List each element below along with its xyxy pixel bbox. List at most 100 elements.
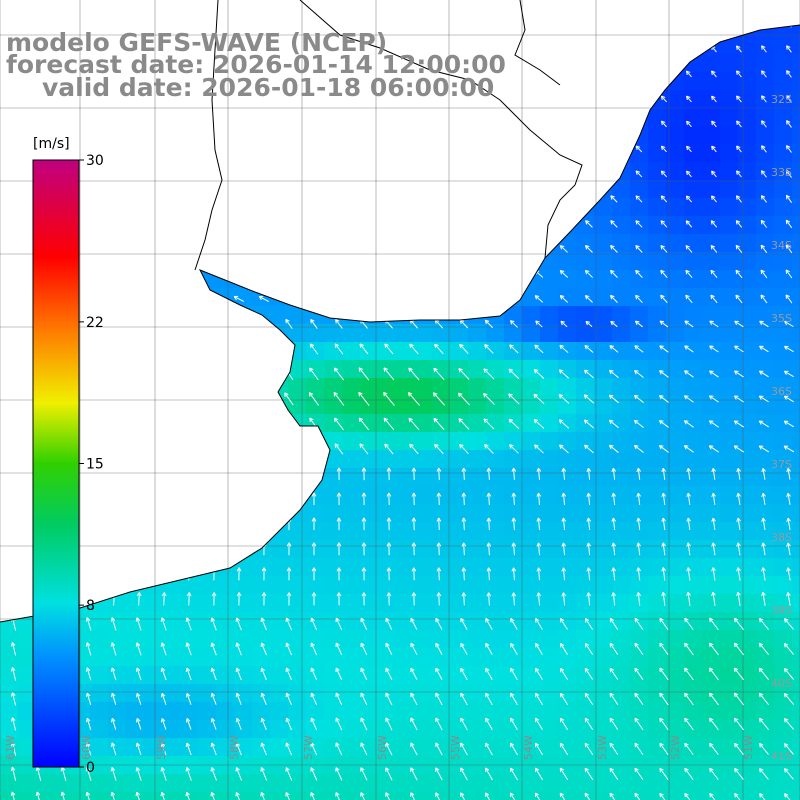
wind-arrow: [484, 245, 494, 253]
wind-arrow: [786, 145, 792, 153]
wind-arrow: [560, 145, 568, 153]
wind-arrow: [584, 269, 593, 278]
wind-arrow: [309, 245, 319, 253]
wind-arrow: [660, 220, 668, 228]
wind-arrow: [585, 95, 593, 103]
wind-arrow: [685, 45, 692, 53]
wind-arrow: [510, 717, 518, 731]
wind-arrow: [460, 792, 468, 800]
wind-arrow: [159, 146, 169, 152]
wind-arrow: [435, 617, 443, 630]
wind-arrow: [685, 220, 693, 228]
wind-arrow: [409, 220, 419, 228]
wind-arrow: [210, 368, 218, 380]
wind-arrow: [486, 467, 492, 481]
wind-arrow: [108, 246, 120, 252]
lat-label: 32S: [771, 93, 792, 106]
wind-arrow: [186, 467, 192, 481]
wind-arrow: [111, 542, 117, 556]
wind-arrow: [111, 467, 117, 481]
wind-arrow: [310, 667, 318, 681]
wind-arrow: [160, 642, 167, 656]
wind-arrow: [561, 467, 567, 480]
wind-arrow: [560, 95, 568, 103]
wind-arrow: [708, 642, 719, 656]
wind-arrow: [510, 320, 518, 328]
wind-arrow: [561, 542, 567, 556]
wind-arrow: [210, 692, 217, 705]
wind-arrow: [235, 343, 243, 355]
wind-arrow: [785, 244, 793, 254]
wind-arrow: [635, 220, 643, 228]
wind-arrow: [609, 742, 619, 756]
wind-arrow: [735, 269, 743, 279]
lon-label: 57W: [302, 735, 315, 760]
wind-arrow: [733, 642, 744, 656]
wind-arrow: [284, 25, 294, 27]
wind-arrow: [336, 517, 342, 531]
wind-arrow: [134, 146, 144, 152]
wind-arrow: [484, 319, 494, 329]
wind-arrow: [11, 542, 17, 556]
wind-arrow: [509, 344, 519, 354]
wind-arrow: [484, 195, 494, 203]
wind-arrow: [484, 145, 493, 153]
wind-arrow: [783, 445, 795, 453]
wind-arrow: [384, 295, 394, 303]
wind-arrow: [135, 393, 143, 405]
wind-arrow: [110, 617, 117, 631]
wind-arrow: [410, 692, 418, 706]
wind-arrow: [783, 420, 795, 428]
lon-label: 53W: [596, 735, 609, 760]
wind-arrow: [686, 25, 692, 28]
wind-arrow: [261, 467, 267, 481]
wind-arrow: [611, 542, 617, 556]
wind-arrow: [660, 170, 668, 178]
wind-arrow: [533, 369, 545, 379]
wind-arrow: [734, 793, 744, 800]
wind-arrow: [85, 717, 92, 730]
wind-arrow: [409, 195, 419, 203]
wind-arrow: [336, 542, 342, 556]
wind-arrow: [284, 392, 294, 406]
wind-arrow: [584, 792, 594, 800]
wind-arrow: [684, 767, 694, 780]
wind-arrow: [783, 718, 794, 730]
wind-arrow: [259, 417, 269, 430]
wind-arrow: [585, 70, 593, 78]
wind-arrow: [336, 567, 342, 581]
wind-arrow: [736, 170, 742, 178]
wind-arrow: [184, 25, 194, 27]
wind-arrow: [411, 517, 417, 531]
wind-arrow: [634, 742, 644, 756]
wind-arrow: [634, 320, 643, 328]
wind-arrow: [161, 517, 167, 531]
wind-arrow: [410, 742, 418, 756]
wind-arrow: [236, 567, 242, 581]
wind-arrow: [409, 270, 419, 278]
wind-arrow: [761, 45, 767, 53]
wind-arrow: [209, 196, 219, 202]
wind-arrow: [659, 692, 669, 706]
wind-arrow: [185, 642, 192, 656]
wind-arrow: [559, 270, 569, 278]
wind-arrow: [236, 467, 242, 481]
wind-arrow: [536, 467, 542, 480]
wind-arrow: [359, 170, 369, 178]
wind-arrow: [461, 467, 467, 481]
wind-arrow: [460, 692, 468, 706]
wind-arrow: [235, 642, 242, 656]
wind-arrow: [110, 443, 118, 455]
wind-arrow: [235, 791, 243, 800]
wind-arrow: [659, 320, 669, 328]
wind-arrow: [334, 195, 344, 203]
wind-arrow: [584, 444, 594, 454]
wind-arrow: [135, 767, 142, 781]
wind-arrow: [409, 245, 419, 253]
wind-arrow: [459, 195, 469, 203]
wind-arrow: [635, 245, 643, 253]
wind-arrow: [534, 717, 543, 731]
wind-arrow: [533, 393, 545, 405]
